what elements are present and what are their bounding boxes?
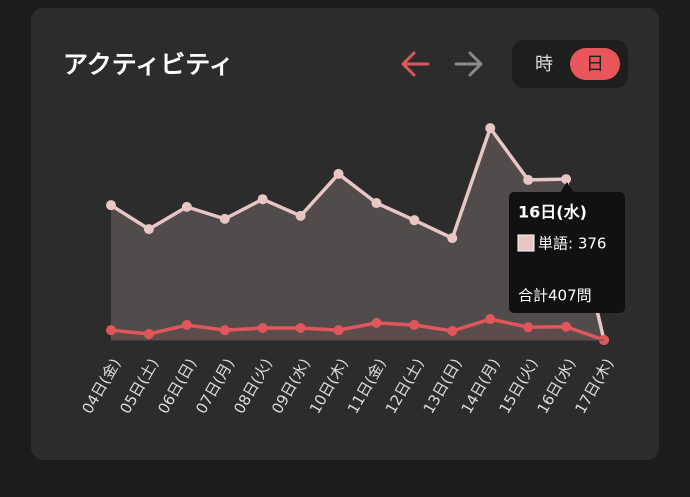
area: [111, 319, 604, 340]
area: [111, 128, 604, 340]
point: [106, 325, 116, 336]
point: [409, 320, 420, 331]
point: [561, 174, 572, 185]
arrow-left[interactable]: [401, 51, 430, 77]
point: [257, 323, 268, 334]
toggle-day[interactable]: 日: [586, 54, 604, 75]
tooltip-total: 合計407問: [518, 287, 592, 305]
point: [257, 194, 268, 205]
next-button[interactable]: [454, 51, 483, 77]
point: [485, 123, 496, 134]
point: [143, 224, 154, 235]
point: [295, 210, 306, 221]
point: [219, 213, 230, 224]
tooltip-swatch: [517, 234, 535, 252]
point: [295, 323, 306, 334]
point: [143, 329, 154, 340]
line: [110, 317, 605, 342]
tooltip: 16日(水) 単語: 376 合計407問: [509, 182, 625, 313]
point: [333, 168, 344, 179]
point: [371, 317, 382, 328]
tooltip-box: [509, 192, 625, 313]
point: [447, 326, 458, 337]
point: [561, 321, 572, 332]
tooltip-caret: [560, 182, 574, 193]
point: [181, 320, 192, 331]
toggle-active[interactable]: [570, 48, 620, 80]
point: [485, 314, 496, 325]
tooltip-title: 16日(水): [518, 203, 587, 222]
line: [110, 126, 606, 341]
tooltip-label: 単語: 376: [538, 235, 606, 253]
title: アクティビティ: [63, 50, 234, 79]
point: [219, 325, 230, 336]
point: [181, 201, 192, 212]
arrow-right[interactable]: [454, 51, 483, 77]
prev-button[interactable]: [401, 51, 430, 77]
point: [106, 200, 116, 211]
point: [333, 325, 344, 336]
point: [523, 174, 534, 185]
point: [523, 322, 534, 333]
card: [31, 8, 659, 460]
point: [409, 215, 420, 226]
toggle-hour[interactable]: 時: [535, 54, 553, 75]
point: [371, 198, 382, 209]
point: [447, 233, 458, 244]
